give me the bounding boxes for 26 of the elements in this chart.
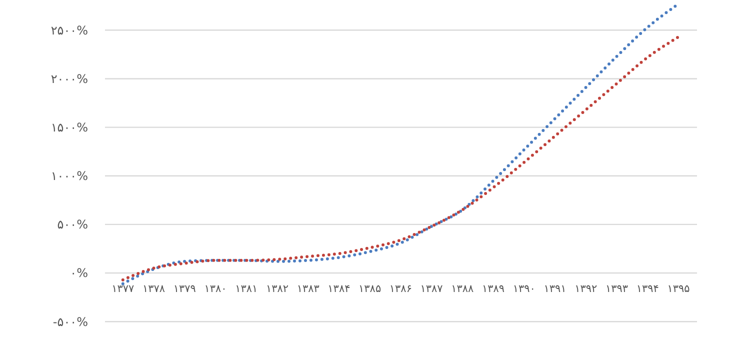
y-tick-label: ۰% — [70, 266, 88, 280]
y-tick-label: -۵۰۰% — [52, 314, 88, 329]
x-tick-label: ۱۳۷۸ — [142, 283, 166, 295]
y-tick-label: ۲۰۰۰% — [50, 72, 88, 86]
x-tick-label: ۱۳۸۵ — [358, 283, 382, 295]
x-tick-label: ۱۳۸۹ — [482, 283, 505, 295]
y-tick-label: ۱۰۰۰% — [50, 169, 88, 184]
y-tick-label: ۱۵۰۰% — [50, 120, 88, 134]
x-tick-label: ۱۳۸۷ — [420, 283, 444, 295]
x-tick-label: ۱۳۸۴ — [328, 283, 350, 295]
x-tick-label: ۱۳۷۷ — [112, 283, 135, 295]
y-tick-label: ۵۰۰% — [57, 218, 88, 232]
x-tick-label: ۱۳۹۲ — [574, 283, 598, 295]
y-tick-label: ۲۵۰۰% — [50, 23, 88, 38]
x-tick-label: ۱۳۹۴ — [636, 283, 659, 295]
x-tick-label: ۱۳۸۰ — [204, 283, 227, 295]
x-tick-label: ۱۳۹۱ — [544, 283, 566, 295]
x-tick-label: ۱۳۷۹ — [173, 283, 196, 295]
x-tick-label: ۱۳۸۳ — [296, 283, 320, 295]
x-tick-label: ۱۳۹۵ — [667, 283, 690, 295]
x-tick-label: ۱۳۸۲ — [266, 283, 289, 295]
x-tick-label: ۱۳۹۳ — [605, 283, 628, 295]
x-tick-label: ۱۳۸۶ — [389, 283, 412, 295]
x-tick-label: ۱۳۸۸ — [451, 283, 474, 295]
x-tick-label: ۱۳۹۰ — [512, 283, 536, 295]
x-tick-label: ۱۳۸۱ — [235, 283, 258, 295]
